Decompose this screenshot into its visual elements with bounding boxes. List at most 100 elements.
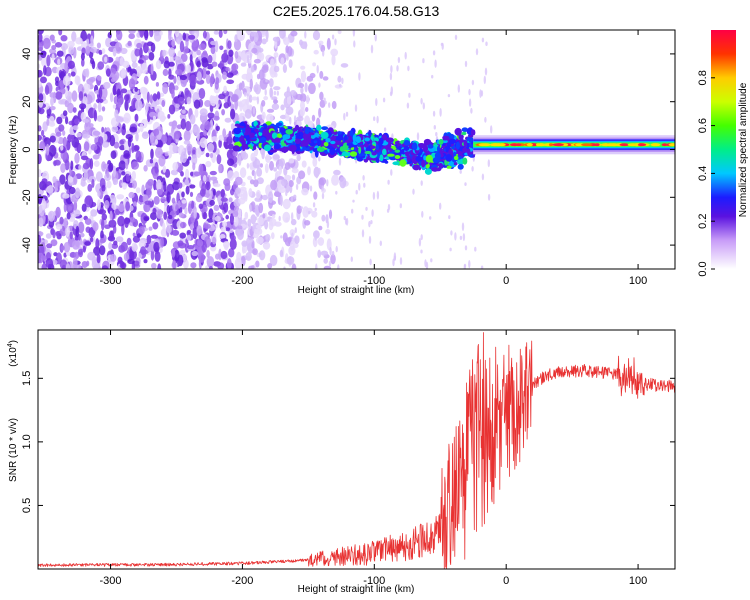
spectrogram-cell — [49, 34, 55, 41]
spectrogram-cell — [173, 130, 181, 140]
spectrogram-cell — [226, 79, 235, 85]
spectrogram-cell — [120, 88, 128, 94]
spectrogram-cell — [335, 135, 344, 141]
spectrogram-cell — [49, 115, 55, 126]
spectrogram-cell — [58, 124, 65, 132]
spectrogram-cell — [55, 206, 61, 218]
spectrogram-cell — [436, 145, 441, 153]
spectrogram-cell — [193, 171, 201, 177]
spectrogram-cell — [302, 133, 311, 139]
spectrogram-cell — [637, 143, 647, 147]
spectrogram-cell — [269, 254, 278, 267]
spectrogram-cell — [210, 46, 216, 55]
spectrogram-cell — [221, 52, 229, 63]
spectrogram-cell — [338, 157, 342, 166]
spectrogram-cell — [284, 174, 292, 181]
spectrogram-cell — [304, 41, 308, 50]
spectrogram-cell — [215, 253, 220, 260]
spectrogram-cell — [246, 54, 250, 64]
spectrogram-cell — [215, 77, 220, 85]
spectrogram-cell — [67, 205, 73, 211]
spectrogram-cell — [248, 133, 255, 139]
spectrogram-cell — [168, 121, 175, 127]
spectrogram-cell — [106, 171, 110, 179]
spectrogram-cell — [449, 138, 456, 144]
spectrogram-cell — [236, 229, 244, 241]
spectrogram-cell — [536, 143, 541, 147]
spectrogram-cell — [434, 151, 441, 160]
spectrogram-cell — [273, 191, 282, 197]
spectrogram-cell — [60, 35, 68, 42]
spectrogram-cell — [188, 156, 192, 161]
spectrogram-cell — [271, 103, 280, 110]
spectrogram-cell — [171, 39, 176, 48]
spectrogram-cell — [238, 154, 242, 166]
spectrogram-cell — [220, 226, 226, 232]
spectrogram-cell — [389, 72, 393, 81]
spectrogram-cell — [159, 31, 163, 36]
spectrogram-cell — [352, 199, 355, 203]
spectrogram-cell — [80, 111, 87, 122]
spectrogram-cell — [243, 217, 246, 223]
spectrogram-cell — [183, 130, 191, 142]
spectrogram-cell — [445, 154, 453, 162]
spectrogram-cell — [328, 102, 331, 108]
spectrogram-cell — [255, 189, 261, 199]
spectrogram-cell — [131, 161, 139, 170]
spectrogram-cell — [371, 209, 374, 217]
spectrogram-cell — [406, 155, 411, 162]
spectrogram-cell — [38, 193, 43, 205]
spectrogram-cell — [70, 160, 74, 171]
spectrogram-cell — [322, 49, 325, 57]
spectrogram-cell — [199, 137, 208, 149]
spectrogram-cell — [223, 178, 231, 187]
spectrogram-cell — [258, 69, 265, 81]
spectrogram-cell — [38, 252, 45, 264]
spectrogram-cell — [101, 48, 106, 54]
spectrogram-cell — [399, 203, 402, 209]
spectrogram-cell — [395, 141, 400, 145]
spectrogram-cell — [232, 210, 239, 218]
spectrogram-cell — [172, 259, 177, 269]
spectrogram-cell — [96, 253, 101, 264]
spectrogram-cell — [101, 126, 105, 133]
spectrogram-cell — [95, 238, 100, 250]
spectrogram-cell — [168, 47, 176, 57]
spectrogram-cell — [385, 137, 394, 143]
spectrogram-cell — [341, 77, 344, 85]
spectrogram-cell — [72, 257, 78, 269]
spectrogram-cell — [432, 50, 436, 56]
spectrogram-cell — [318, 156, 321, 162]
spectrogram-cell — [255, 224, 262, 230]
spectrogram-cell — [132, 180, 137, 189]
spectrogram-cell — [581, 143, 593, 147]
spectrogram-cell — [327, 145, 333, 150]
spectrogram-cell — [134, 87, 138, 92]
spectrogram-cell — [220, 197, 228, 202]
spectrogram-cell — [463, 264, 466, 269]
spectrogram-cell — [126, 237, 132, 246]
spectrogram-cell — [326, 220, 330, 229]
spectrogram-cell — [189, 191, 194, 197]
spectrogram-cell — [333, 131, 338, 135]
spectrogram-cell — [135, 150, 142, 163]
spectrogram-y-axis-label: Frequency (Hz) — [8, 116, 19, 185]
spectrogram-cell — [288, 158, 295, 164]
spectrogram-cell — [248, 188, 253, 197]
spectrogram-cell — [314, 233, 317, 241]
spectrogram-cell — [175, 69, 183, 76]
spectrogram-cell — [141, 62, 148, 74]
spectrogram-cell — [189, 223, 195, 231]
spectrogram-cell — [394, 149, 401, 153]
spectrogram-cell — [38, 30, 44, 35]
spectrogram-cell — [84, 195, 93, 208]
spectrogram-cell — [76, 132, 82, 138]
spectrogram-cell — [125, 201, 130, 212]
spectrogram-cell — [209, 199, 215, 206]
spectrogram-cell — [160, 228, 168, 237]
spectrogram-cell — [464, 245, 468, 251]
spectrogram-cell — [153, 128, 160, 136]
spectrogram-cell — [93, 103, 97, 109]
spectrogram-cell — [280, 30, 283, 36]
spectrogram-cell — [325, 138, 331, 143]
